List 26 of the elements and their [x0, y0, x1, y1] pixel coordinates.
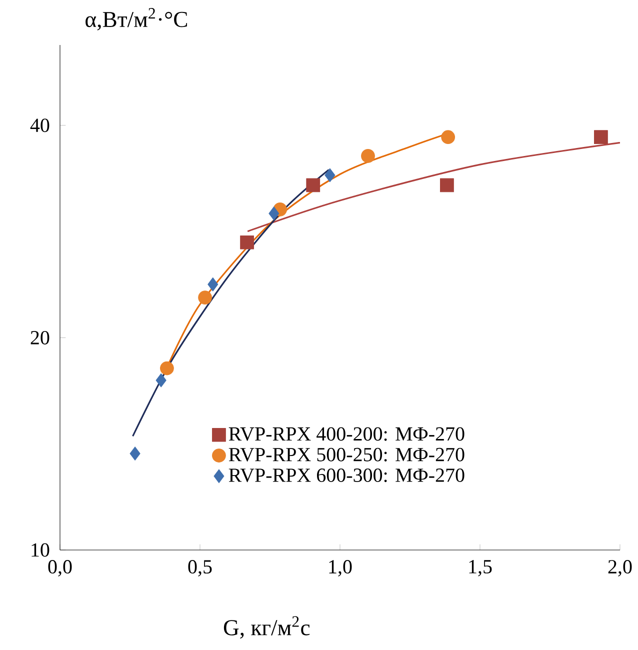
- x-tick-label: 2,0: [608, 560, 632, 576]
- x-tick-label: 0,0: [48, 560, 72, 576]
- point: [324, 168, 336, 182]
- x-axis-title: G, кг/м$^{2}$с: [224, 616, 310, 639]
- point: [361, 149, 375, 163]
- point: [240, 235, 254, 250]
- point: [268, 206, 280, 220]
- point: [130, 446, 140, 460]
- point: [594, 130, 608, 144]
- point: [441, 130, 456, 144]
- x-tick-label: 1,5: [469, 560, 492, 576]
- y-axis-title: α,Вт/м$^{2}$·°С: [86, 8, 187, 30]
- point: [440, 178, 454, 192]
- point: [208, 277, 218, 292]
- y-tick-label: 10: [32, 543, 50, 557]
- y-tick-label: 20: [30, 330, 50, 344]
- legend-label: RVP-RPX 600-300: МФ-270: [228, 468, 464, 482]
- point: [306, 178, 320, 192]
- point: [156, 373, 166, 388]
- x-tick-label: 0,5: [188, 560, 212, 576]
- y-tick-label: 40: [30, 118, 50, 132]
- x-tick-label: 1,0: [329, 560, 352, 576]
- point: [160, 361, 174, 376]
- legend-label: RVP-RPX 500-250: МФ-270: [228, 448, 464, 462]
- point: [198, 290, 212, 304]
- legend-label: RVP-RPX 400-200: МФ-270: [228, 427, 464, 441]
